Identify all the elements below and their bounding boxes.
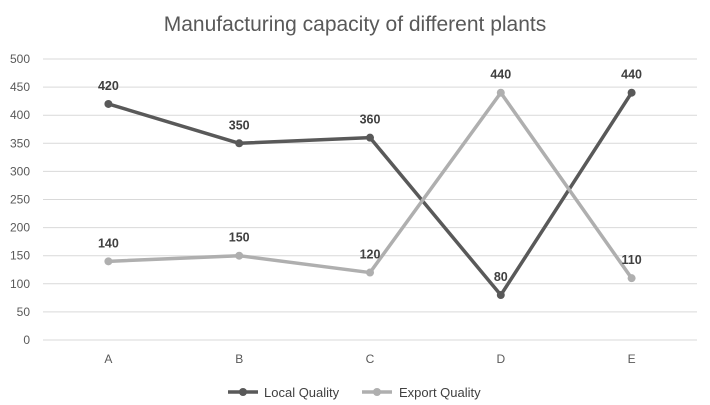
y-tick-label: 350 <box>10 136 30 150</box>
data-label: 350 <box>229 118 250 132</box>
x-tick-label: D <box>496 352 505 366</box>
data-labels: 420 350 360 80 440 140 150 120 440 110 <box>98 68 642 284</box>
data-label: 110 <box>622 253 642 267</box>
x-axis-ticks: A B C D E <box>104 352 635 366</box>
data-label: 440 <box>621 68 642 82</box>
y-tick-label: 300 <box>10 164 30 178</box>
y-tick-label: 500 <box>10 52 30 66</box>
x-tick-label: A <box>104 352 112 366</box>
chart-title: Manufacturing capacity of different plan… <box>164 13 547 36</box>
y-tick-label: 0 <box>23 333 30 347</box>
x-tick-label: E <box>628 352 636 366</box>
gridlines <box>43 58 697 341</box>
y-tick-label: 150 <box>10 249 30 263</box>
data-label: 120 <box>360 248 381 262</box>
y-tick-label: 100 <box>10 277 30 291</box>
data-point <box>627 88 636 97</box>
data-label: 150 <box>229 231 250 245</box>
data-point <box>366 268 374 277</box>
data-label: 440 <box>490 68 511 82</box>
data-point <box>104 99 113 108</box>
data-point <box>235 139 244 148</box>
data-point <box>235 251 244 260</box>
data-point <box>366 133 374 142</box>
y-tick-label: 400 <box>10 108 30 122</box>
data-label: 80 <box>494 270 508 284</box>
x-tick-label: B <box>235 352 243 366</box>
y-tick-label: 250 <box>10 193 30 207</box>
data-point <box>627 274 636 283</box>
legend-marker <box>239 388 247 396</box>
series-lines <box>104 88 636 300</box>
y-tick-label: 450 <box>10 80 30 94</box>
legend-marker <box>373 388 381 396</box>
y-tick-label: 200 <box>10 221 30 235</box>
data-label: 420 <box>98 79 119 93</box>
data-point <box>496 88 505 97</box>
y-tick-label: 50 <box>17 305 31 319</box>
data-label: 140 <box>98 236 119 250</box>
legend-label: Export Quality <box>399 385 481 400</box>
data-point <box>104 257 113 266</box>
y-axis-ticks: 0 50 100 150 200 250 300 350 400 450 500 <box>10 52 30 347</box>
x-tick-label: C <box>366 352 375 366</box>
legend: Local Quality Export Quality <box>228 385 481 400</box>
data-point <box>496 291 505 300</box>
data-label: 360 <box>360 113 381 127</box>
legend-label: Local Quality <box>264 385 340 400</box>
